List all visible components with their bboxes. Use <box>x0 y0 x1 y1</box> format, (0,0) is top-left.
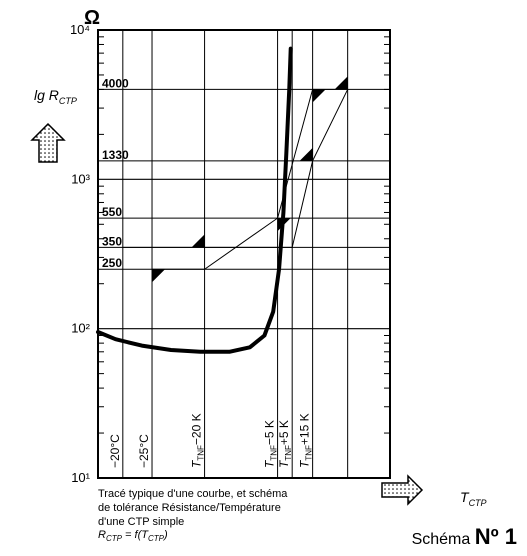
svg-text:TCTP: TCTP <box>460 489 487 508</box>
schema-number-label: Schéma Nº 1 <box>412 524 517 550</box>
svg-text:TTNF−5 K: TTNF−5 K <box>263 420 279 468</box>
caption-line-1: Tracé typique d'une courbe, et schéma <box>98 488 287 500</box>
svg-text:Ω: Ω <box>84 7 100 29</box>
ptc-resistance-chart: 10¹10²10³10⁴25035055013304000−20°C−25°CT… <box>0 0 527 556</box>
caption-equation: RCTP = f(TCTP) <box>98 529 168 541</box>
svg-text:TTNF+15 K: TTNF+15 K <box>298 413 314 468</box>
svg-text:350: 350 <box>102 234 122 248</box>
svg-text:10¹: 10¹ <box>71 470 90 485</box>
svg-text:TTNF+5 K: TTNF+5 K <box>277 420 293 468</box>
caption-line-3: d'une CTP simple <box>98 516 184 528</box>
caption-line-2: de tolérance Résistance/Température <box>98 502 281 514</box>
svg-text:550: 550 <box>102 205 122 219</box>
svg-text:250: 250 <box>102 256 122 270</box>
svg-text:10³: 10³ <box>71 171 90 186</box>
chart-caption: Tracé typique d'une courbe, et schéma de… <box>98 488 328 544</box>
svg-text:1330: 1330 <box>102 148 129 162</box>
svg-text:−20°C: −20°C <box>108 434 122 468</box>
svg-text:−25°C: −25°C <box>137 434 151 468</box>
svg-text:TTNF−20 K: TTNF−20 K <box>190 413 206 468</box>
svg-text:10²: 10² <box>71 321 90 336</box>
svg-text:4000: 4000 <box>102 76 129 90</box>
svg-text:lg RCTP: lg RCTP <box>34 87 77 106</box>
